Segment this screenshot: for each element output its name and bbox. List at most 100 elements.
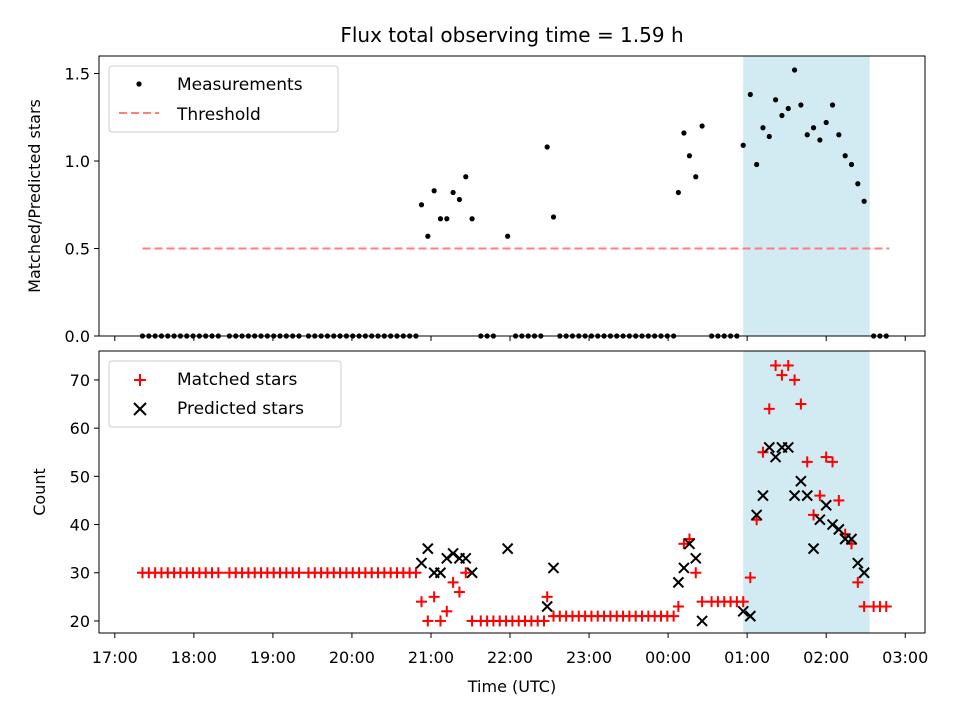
measurement-point bbox=[550, 214, 557, 220]
matched-star-point bbox=[690, 567, 702, 579]
matched-star-point bbox=[212, 567, 224, 579]
matched-stars-points bbox=[136, 359, 892, 627]
measurement-point bbox=[693, 174, 699, 180]
matched-star-point bbox=[833, 494, 845, 506]
matched-star-point bbox=[678, 538, 690, 550]
measurement-point bbox=[842, 153, 848, 159]
measurement-point bbox=[437, 216, 444, 222]
predicted-star-point bbox=[696, 615, 708, 627]
x-tick-label: 18:00 bbox=[171, 648, 217, 667]
predicted-star-point bbox=[422, 542, 434, 555]
matched-star-point bbox=[820, 451, 832, 463]
matched-star-point bbox=[541, 591, 553, 603]
legend-matched-marker bbox=[134, 374, 146, 386]
measurement-point bbox=[754, 161, 760, 168]
predicted-star-point bbox=[795, 475, 807, 487]
matched-star-point bbox=[858, 600, 870, 612]
chart-title: Flux total observing time = 1.59 h bbox=[340, 23, 683, 47]
matched-star-point bbox=[696, 596, 708, 608]
matched-star-point bbox=[814, 490, 826, 502]
matched-star-point bbox=[744, 572, 756, 584]
legend-measurements-marker bbox=[136, 81, 142, 87]
y-tick-label: 0.5 bbox=[65, 240, 90, 259]
predicted-star-point bbox=[858, 567, 870, 579]
measurement-point bbox=[450, 189, 456, 196]
top-legend-box bbox=[108, 65, 339, 133]
measurement-point bbox=[431, 188, 437, 194]
matched-star-point bbox=[668, 610, 680, 622]
x-tick-label: 21:00 bbox=[408, 648, 454, 667]
measurement-point bbox=[791, 67, 798, 73]
measurement-point bbox=[747, 91, 753, 98]
bottom-y-ticks: 20 30 40 50 60 70 bbox=[70, 371, 99, 631]
predicted-star-point bbox=[744, 610, 757, 622]
top-y-ticks: 0.0 0.5 1.0 1.5 bbox=[65, 65, 99, 346]
predicted-star-point bbox=[547, 562, 560, 574]
measurement-point bbox=[418, 202, 425, 208]
measurement-point bbox=[785, 105, 791, 112]
measurement-point bbox=[699, 123, 705, 129]
measurement-point bbox=[469, 216, 475, 222]
bottom-legend-box bbox=[108, 360, 342, 428]
matched-star-point bbox=[808, 509, 820, 521]
measurement-point bbox=[425, 233, 431, 239]
predicted-star-point bbox=[447, 547, 459, 560]
top-x-ticks bbox=[114, 336, 906, 341]
measurement-point bbox=[810, 125, 817, 131]
matched-star-point bbox=[801, 456, 813, 468]
y-tick-label: 30 bbox=[70, 564, 90, 583]
predicted-star-point bbox=[852, 557, 864, 569]
matched-star-point bbox=[795, 398, 807, 410]
predicted-star-point bbox=[466, 567, 478, 579]
measurement-point bbox=[798, 102, 804, 108]
measurement-point bbox=[675, 189, 681, 196]
measurement-point bbox=[505, 233, 511, 239]
measurement-point bbox=[686, 153, 693, 159]
y-tick-label: 20 bbox=[70, 612, 90, 631]
y-tick-label: 40 bbox=[70, 516, 90, 535]
matched-star-point bbox=[757, 446, 769, 458]
predicted-star-point bbox=[690, 552, 702, 564]
matched-star-point bbox=[770, 359, 782, 371]
bottom-axes-frame bbox=[98, 350, 926, 634]
measurement-point bbox=[681, 130, 687, 136]
measurement-point bbox=[544, 144, 550, 150]
measurement-point bbox=[829, 102, 836, 108]
matched-star-point bbox=[434, 615, 446, 627]
count-panel: 20 30 40 50 60 70 17:00 18:00 19:00 20:00 21:00 22… bbox=[30, 350, 928, 696]
predicted-star-point bbox=[683, 538, 696, 550]
measurement-point bbox=[463, 174, 469, 180]
predicted-star-point bbox=[807, 542, 820, 555]
predicted-star-point bbox=[441, 552, 453, 564]
matched-star-point bbox=[428, 591, 440, 603]
top-y-axis-label: Matched/Predicted stars bbox=[25, 99, 44, 293]
x-tick-label: 19:00 bbox=[250, 648, 296, 667]
measurement-point bbox=[766, 133, 772, 140]
x-tick-label: 22:00 bbox=[487, 648, 533, 667]
matched-star-point bbox=[441, 605, 453, 617]
predicted-star-point bbox=[460, 552, 472, 564]
bottom-x-ticks: 17:00 18:00 19:00 20:00 21:00 22:00 23:00 00:00… bbox=[92, 633, 928, 667]
measurement-point bbox=[773, 97, 779, 103]
predicted-star-point bbox=[826, 518, 839, 531]
x-tick-label: 00:00 bbox=[645, 648, 691, 667]
predicted-star-point bbox=[833, 523, 845, 536]
measurement-point bbox=[861, 198, 867, 204]
measurement-point bbox=[804, 132, 810, 138]
matched-star-point bbox=[453, 586, 465, 598]
measurement-point bbox=[817, 137, 823, 143]
matched-star-point bbox=[852, 576, 864, 588]
legend-predicted-marker bbox=[133, 402, 147, 416]
top-legend: Measurements Threshold bbox=[108, 65, 339, 133]
x-tick-label: 17:00 bbox=[92, 648, 138, 667]
predicted-star-point bbox=[541, 600, 553, 613]
predicted-star-point bbox=[737, 605, 749, 618]
measurement-point bbox=[740, 142, 746, 148]
predicted-star-point bbox=[782, 441, 794, 454]
matched-star-point bbox=[827, 456, 839, 468]
predicted-star-point bbox=[501, 542, 514, 555]
predicted-star-point bbox=[763, 441, 775, 454]
matched-star-point bbox=[763, 403, 775, 415]
predicted-star-point bbox=[415, 557, 428, 569]
